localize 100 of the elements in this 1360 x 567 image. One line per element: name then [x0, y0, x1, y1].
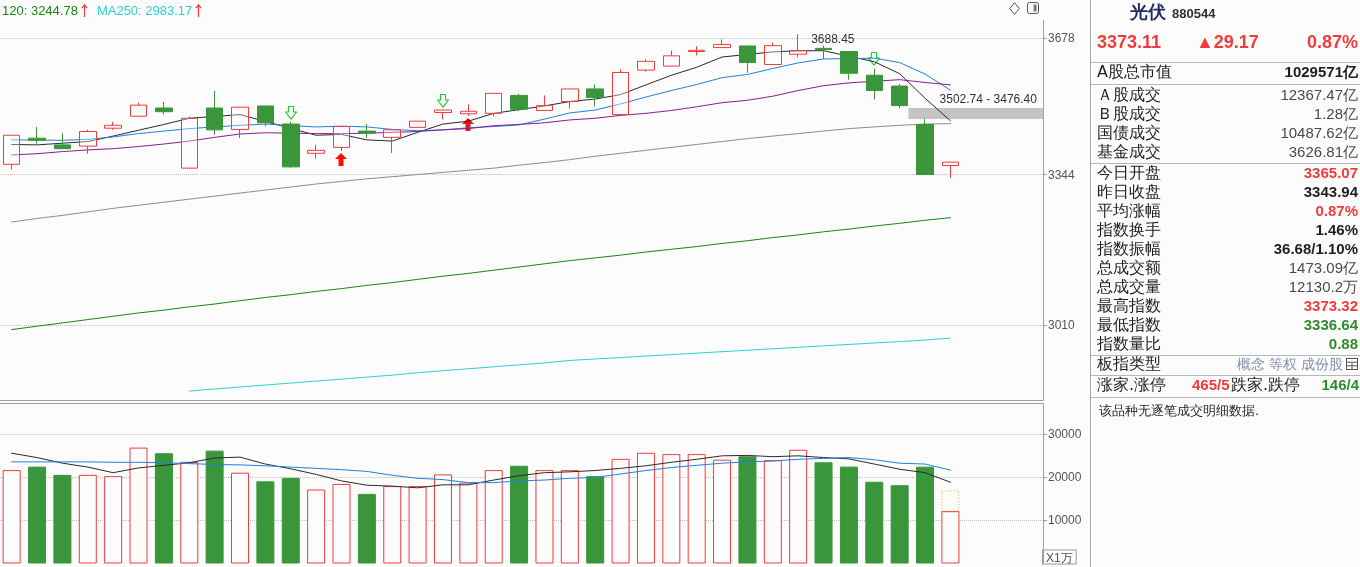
candlestick [181, 116, 198, 170]
candlestick [510, 93, 528, 112]
text: 基金成交 [1097, 142, 1161, 162]
bar [332, 483, 351, 564]
bar [433, 474, 452, 564]
candlestick [866, 67, 883, 100]
y-tick-label: 20000 [1048, 470, 1082, 485]
text: 涨家.涨停 [1097, 375, 1167, 395]
text: Ａ股成交 [1097, 85, 1161, 105]
bar [535, 470, 554, 564]
bar [180, 461, 199, 564]
bar [636, 452, 655, 564]
bar [129, 447, 148, 564]
bar [256, 481, 275, 564]
text: 0.87% [1315, 201, 1358, 221]
candlestick [257, 105, 274, 128]
text: 平均涨幅 [1097, 201, 1161, 221]
bar [713, 459, 732, 564]
bar [890, 485, 909, 564]
text: 1.28亿 [1313, 104, 1358, 124]
text: 3365.07 [1303, 163, 1358, 183]
text: 板指类型 [1097, 354, 1161, 374]
bar [231, 472, 250, 564]
candlestick [586, 83, 604, 107]
text: 最低指数 [1097, 315, 1161, 335]
candlestick [460, 103, 477, 117]
bar [28, 466, 47, 564]
text: MA250: 2983.17 [96, 3, 193, 18]
candlestick [815, 45, 832, 60]
candlestick [54, 132, 71, 150]
candlestick [28, 126, 46, 145]
bar [865, 481, 884, 564]
bar [281, 477, 300, 564]
candlestick [713, 38, 731, 49]
candlestick [916, 118, 934, 176]
candlestick [155, 101, 173, 116]
text: Ｂ股成交 [1097, 104, 1161, 124]
bar [941, 490, 960, 512]
candlestick [79, 129, 97, 155]
bar [738, 456, 757, 564]
candlestick [942, 161, 959, 179]
candlestick [637, 58, 655, 73]
candlestick [739, 45, 756, 74]
text: 3373.11 [1097, 31, 1162, 53]
text: A股总市值 [1097, 62, 1172, 82]
candlestick [231, 106, 249, 139]
bar [763, 460, 782, 564]
text: 光伏 [1130, 1, 1166, 23]
text: 指数换手 [1097, 220, 1161, 240]
candlestick [333, 126, 350, 152]
y-tick-label: 10000 [1048, 513, 1082, 528]
bar [78, 474, 97, 564]
text: 0.87% [1306, 31, 1358, 53]
text: 昨日收盘 [1097, 182, 1161, 202]
text: 1473.09亿 [1288, 258, 1358, 278]
text: 概念 等权 成份股 [1237, 355, 1343, 374]
bar [814, 462, 833, 564]
y-tick-label: 3010 [1048, 318, 1076, 333]
text: 国债成交 [1097, 123, 1161, 143]
bar [383, 486, 402, 564]
bar [941, 511, 960, 564]
text: 3336.64 [1303, 315, 1358, 335]
bar [839, 466, 858, 564]
text: 12130.2万 [1288, 277, 1358, 297]
text: 总成交额 [1097, 258, 1161, 278]
line-series [11, 123, 951, 223]
text: 最高指数 [1097, 296, 1161, 316]
text: 880544 [1172, 6, 1216, 22]
y-tick-label: 3678 [1048, 31, 1076, 46]
text: 指数振幅 [1097, 239, 1161, 259]
bar [560, 470, 579, 564]
text: 146/4 [1321, 375, 1359, 395]
bar [484, 470, 503, 564]
text: 36.68/1.10% [1273, 239, 1358, 259]
candlestick [130, 102, 147, 118]
y-tick-label: 30000 [1048, 426, 1082, 441]
text: 指数量比 [1097, 334, 1161, 354]
candlestick [764, 41, 782, 66]
text: 跌家.跌停 [1231, 375, 1301, 395]
candlestick [612, 68, 629, 116]
y-tick-label: 3344 [1048, 167, 1076, 182]
line-series [11, 217, 951, 331]
bar [154, 453, 173, 564]
candlestick [358, 123, 376, 139]
candlestick [561, 88, 579, 109]
bar [459, 482, 478, 564]
text: 12367.47亿 [1280, 85, 1358, 105]
bar [205, 450, 224, 564]
candlestick [206, 90, 223, 136]
line-series [188, 337, 951, 392]
candlestick [536, 94, 553, 112]
text: 今日开盘 [1097, 163, 1161, 183]
candlestick [891, 83, 908, 109]
candlestick [104, 121, 122, 131]
candlestick [434, 109, 452, 121]
candlestick [383, 129, 401, 154]
bar [789, 449, 808, 564]
text: 3373.32 [1303, 296, 1358, 316]
bar [916, 466, 935, 564]
text: 10487.62亿 [1280, 123, 1358, 143]
